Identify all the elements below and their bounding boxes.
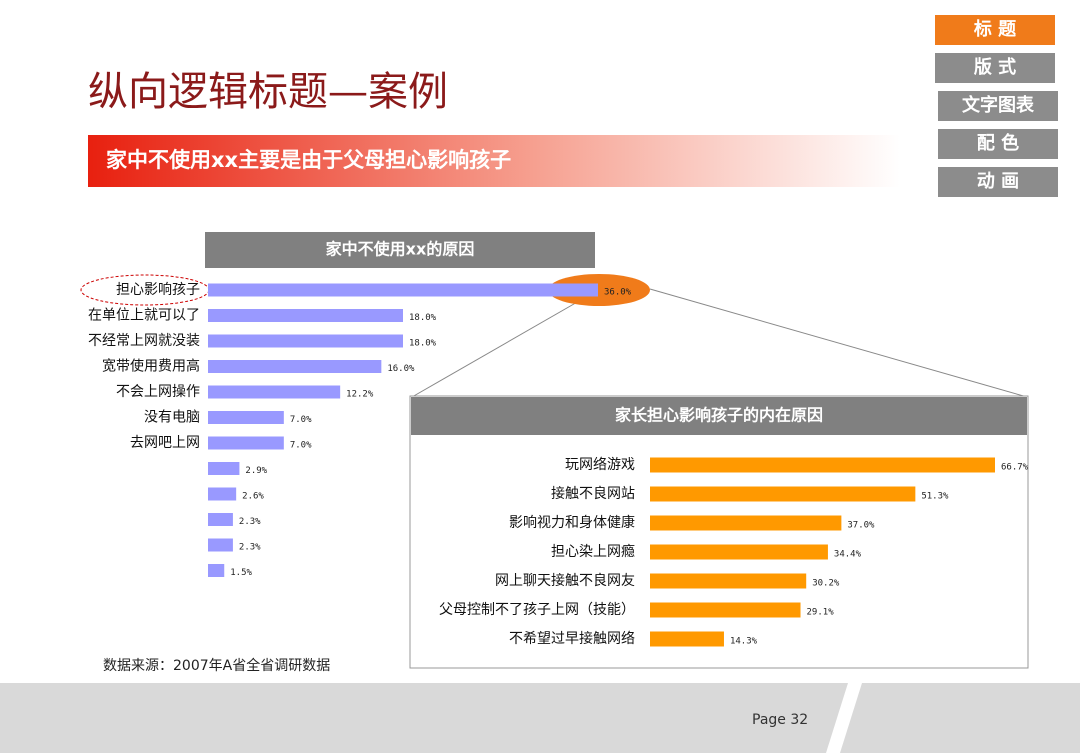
value-label: 2.3% (239, 543, 261, 553)
category-label: 去网吧上网 (130, 435, 200, 451)
nav-label: 文字图表 (962, 94, 1035, 116)
bar (208, 334, 403, 348)
category-label: 不经常上网就没装 (88, 333, 200, 349)
bar (208, 385, 341, 399)
bar (208, 411, 284, 424)
chart-header (411, 397, 1027, 435)
source-note: 数据来源：2007年A省全省调研数据 (103, 657, 330, 674)
bar (650, 486, 916, 502)
value-label: 7.0% (290, 415, 312, 425)
bar (650, 602, 801, 618)
category-label: 不会上网操作 (116, 384, 200, 400)
bar (208, 283, 598, 297)
category-label: 在单位上就可以了 (88, 308, 200, 324)
category-label: 父母控制不了孩子上网（技能） (439, 602, 635, 618)
nav-label: 动 画 (977, 171, 1019, 192)
nav-label: 配 色 (977, 132, 1019, 154)
banner-text: 家中不使用xx主要是由于父母担心影响孩子 (106, 148, 511, 172)
value-label: 14.3% (730, 637, 758, 647)
bar (650, 573, 807, 589)
chart-title: 家长担心影响孩子的内在原因 (615, 406, 823, 425)
category-label: 宽带使用费用高 (102, 358, 200, 375)
nav-button[interactable] (938, 91, 1058, 121)
value-label: 7.0% (290, 441, 312, 451)
bar (208, 309, 403, 322)
highlight-bubble (548, 274, 650, 306)
connector (649, 288, 1028, 398)
value-label: 18.0% (409, 339, 437, 349)
value-label: 51.3% (921, 492, 949, 502)
value-label: 36.0% (604, 288, 632, 298)
category-label: 担心影响孩子 (116, 282, 200, 298)
nav-button[interactable] (935, 15, 1055, 45)
nav-label: 标 题 (973, 18, 1017, 40)
value-label: 1.5% (230, 568, 252, 578)
page-number: Page 32 (752, 712, 808, 728)
bar (208, 462, 240, 475)
category-label: 担心染上网瘾 (551, 543, 635, 560)
value-label: 2.9% (245, 466, 267, 476)
nav-button[interactable] (935, 53, 1055, 83)
chart-box (409, 395, 1029, 669)
bar (650, 631, 724, 647)
nav-button[interactable] (938, 129, 1058, 159)
nav-label: 版 式 (974, 56, 1016, 78)
value-label: 16.0% (387, 364, 415, 374)
bar (208, 360, 382, 373)
bar (650, 457, 995, 473)
value-label: 30.2% (812, 579, 840, 589)
bar (208, 538, 233, 552)
chart-header (205, 232, 595, 268)
bar (208, 564, 225, 577)
value-label: 66.7% (1001, 463, 1029, 473)
bar (650, 544, 828, 560)
category-label: 玩网络游戏 (565, 457, 635, 473)
category-label: 没有电脑 (144, 410, 200, 426)
value-label: 29.1% (807, 608, 835, 618)
bar (650, 515, 842, 531)
category-label: 接触不良网站 (551, 485, 635, 502)
value-label: 2.6% (242, 492, 264, 502)
banner (88, 135, 900, 187)
chart-title: 家中不使用xx的原因 (326, 240, 475, 259)
value-label: 34.4% (834, 550, 862, 560)
bar (208, 513, 233, 526)
nav-button[interactable] (938, 167, 1058, 197)
footer-stripe (826, 683, 862, 753)
category-label: 影响视力和身体健康 (509, 514, 635, 531)
bar (208, 436, 284, 450)
connector (411, 288, 601, 398)
category-label: 不希望过早接触网络 (509, 630, 635, 647)
value-label: 37.0% (847, 521, 875, 531)
footer-band (0, 683, 1080, 753)
value-label: 12.2% (346, 390, 374, 400)
value-label: 2.3% (239, 517, 261, 527)
slide-title: 纵向逻辑标题—案例 (88, 69, 448, 115)
value-label: 18.0% (409, 313, 437, 323)
bar (208, 487, 237, 501)
category-label: 网上聊天接触不良网友 (495, 572, 635, 589)
